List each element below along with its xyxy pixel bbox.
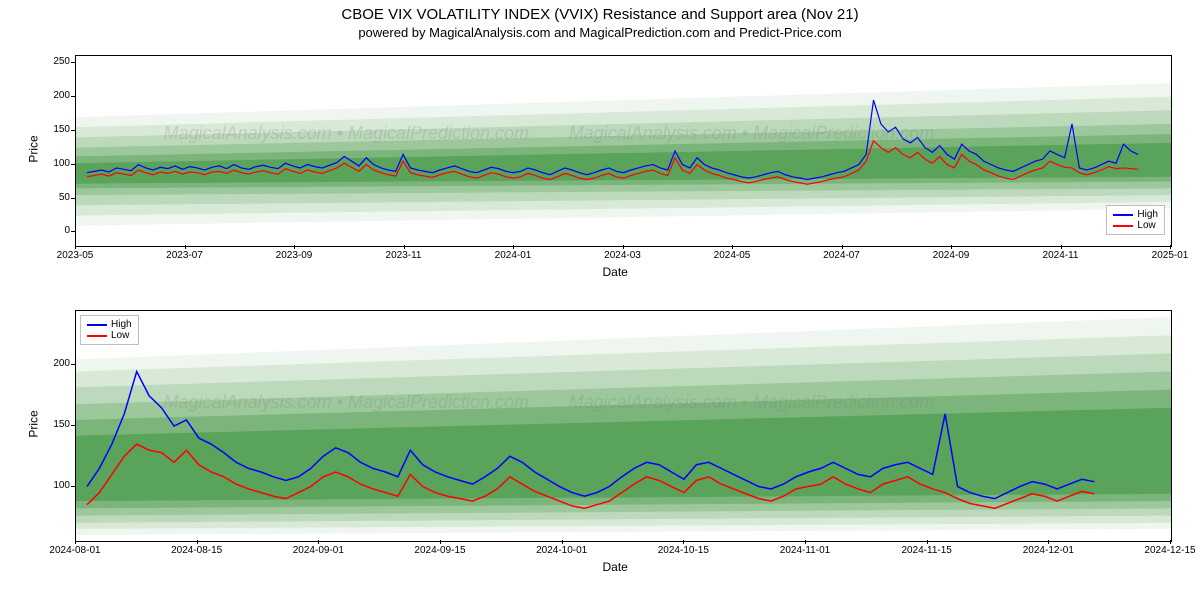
x-tick-label: 2024-05 (702, 250, 762, 261)
legend-color-swatch (1113, 225, 1133, 227)
chart-title: CBOE VIX VOLATILITY INDEX (VVIX) Resista… (0, 0, 1200, 23)
y-tick-mark (71, 164, 75, 165)
chart-legend: HighLow (1106, 205, 1165, 235)
chart-subtitle: powered by MagicalAnalysis.com and Magic… (0, 23, 1200, 40)
y-tick-mark (71, 231, 75, 232)
chart-container: CBOE VIX VOLATILITY INDEX (VVIX) Resista… (0, 0, 1200, 600)
legend-color-swatch (1113, 214, 1133, 216)
legend-item: Low (87, 330, 132, 341)
x-tick-mark (1048, 540, 1049, 544)
x-tick-label: 2023-11 (374, 250, 434, 261)
y-tick-label: 150 (40, 419, 70, 430)
legend-color-swatch (87, 324, 107, 326)
y-tick-mark (71, 62, 75, 63)
x-tick-label: 2024-11 (1031, 250, 1091, 261)
x-tick-label: 2024-12-01 (1018, 545, 1078, 556)
x-tick-mark (951, 245, 952, 249)
x-tick-label: 2024-09-15 (410, 545, 470, 556)
x-tick-label: 2024-10-15 (653, 545, 713, 556)
y-tick-mark (71, 425, 75, 426)
legend-item: Low (1113, 220, 1158, 231)
x-tick-mark (185, 245, 186, 249)
y-tick-mark (71, 198, 75, 199)
x-tick-label: 2024-12-15 (1140, 545, 1200, 556)
legend-color-swatch (87, 335, 107, 337)
x-tick-mark (440, 540, 441, 544)
x-tick-mark (842, 245, 843, 249)
y-tick-label: 100 (40, 480, 70, 491)
x-tick-mark (513, 245, 514, 249)
legend-label: High (1137, 209, 1158, 220)
x-tick-mark (318, 540, 319, 544)
y-tick-mark (71, 130, 75, 131)
y-tick-label: 150 (40, 124, 70, 135)
y-tick-label: 100 (40, 158, 70, 169)
x-tick-label: 2024-09-01 (288, 545, 348, 556)
x-axis-label: Date (603, 265, 628, 279)
legend-item: High (1113, 209, 1158, 220)
x-tick-mark (805, 540, 806, 544)
y-tick-label: 0 (40, 225, 70, 236)
y-axis-label: Price (27, 135, 41, 162)
legend-label: Low (111, 330, 129, 341)
bottom-chart-panel: MagicalAnalysis.com • MagicalPrediction.… (75, 310, 1172, 542)
y-tick-label: 200 (40, 358, 70, 369)
x-tick-label: 2024-01 (483, 250, 543, 261)
x-tick-mark (623, 245, 624, 249)
x-tick-mark (75, 245, 76, 249)
x-tick-label: 2024-07 (812, 250, 872, 261)
y-tick-label: 200 (40, 90, 70, 101)
x-tick-label: 2024-03 (593, 250, 653, 261)
x-tick-mark (1170, 245, 1171, 249)
y-tick-mark (71, 364, 75, 365)
top-chart-panel: MagicalAnalysis.com • MagicalPrediction.… (75, 55, 1172, 247)
x-tick-mark (404, 245, 405, 249)
x-tick-label: 2023-05 (45, 250, 105, 261)
x-tick-label: 2023-07 (155, 250, 215, 261)
x-axis-label: Date (603, 560, 628, 574)
chart-svg (76, 56, 1171, 246)
x-tick-mark (1061, 245, 1062, 249)
y-tick-mark (71, 486, 75, 487)
x-tick-label: 2024-10-01 (532, 545, 592, 556)
chart-svg (76, 311, 1171, 541)
x-tick-label: 2024-11-15 (897, 545, 957, 556)
x-tick-label: 2024-09 (921, 250, 981, 261)
x-tick-label: 2024-08-01 (45, 545, 105, 556)
x-tick-mark (197, 540, 198, 544)
y-axis-label: Price (27, 410, 41, 437)
x-tick-mark (294, 245, 295, 249)
x-tick-mark (927, 540, 928, 544)
y-tick-mark (71, 96, 75, 97)
chart-legend: HighLow (80, 315, 139, 345)
x-tick-label: 2024-11-01 (775, 545, 835, 556)
y-tick-label: 250 (40, 56, 70, 67)
x-tick-mark (683, 540, 684, 544)
x-tick-mark (75, 540, 76, 544)
x-tick-mark (732, 245, 733, 249)
legend-label: Low (1137, 220, 1155, 231)
legend-label: High (111, 319, 132, 330)
y-tick-label: 50 (40, 192, 70, 203)
x-tick-label: 2025-01 (1140, 250, 1200, 261)
x-tick-label: 2023-09 (264, 250, 324, 261)
x-tick-mark (562, 540, 563, 544)
x-tick-mark (1170, 540, 1171, 544)
x-tick-label: 2024-08-15 (167, 545, 227, 556)
legend-item: High (87, 319, 132, 330)
